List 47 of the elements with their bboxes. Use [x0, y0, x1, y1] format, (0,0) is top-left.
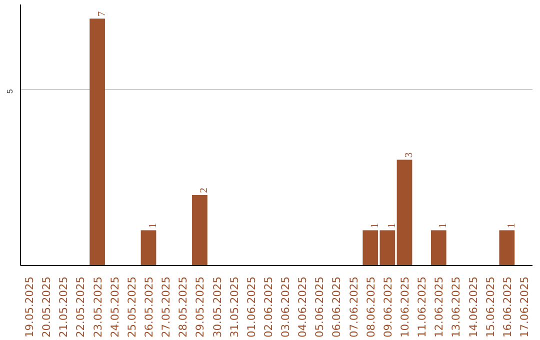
x-tick-label: 17.06.2025: [518, 276, 531, 338]
x-tick-label: 29.05.2025: [194, 276, 207, 338]
x-tick-label: 01.06.2025: [244, 276, 258, 338]
data-label: 1: [386, 222, 398, 228]
x-tick-label: 10.06.2025: [398, 276, 412, 338]
x-tick-label: 28.05.2025: [176, 276, 190, 338]
x-tick-label: 15.06.2025: [484, 276, 497, 338]
x-tick-label: 06.06.2025: [330, 276, 344, 338]
bar: [362, 230, 378, 266]
x-tick-label: 08.06.2025: [364, 276, 378, 338]
x-tick-label: 30.05.2025: [210, 276, 224, 338]
x-tick-label: 26.05.2025: [142, 276, 156, 338]
x-tick-label: 31.05.2025: [228, 276, 241, 338]
bar: [430, 230, 446, 266]
x-tick-label: 20.05.2025: [40, 276, 54, 338]
x-tick-label: 11.06.2025: [416, 276, 429, 338]
data-label: 1: [370, 222, 381, 228]
x-tick-label: 12.06.2025: [432, 276, 446, 338]
data-label: 1: [506, 222, 518, 228]
bar: [396, 160, 412, 266]
x-tick-label: 04.06.2025: [296, 276, 310, 338]
x-tick-label: 25.05.2025: [125, 276, 138, 338]
bar: [380, 230, 396, 266]
x-tick-label: 16.06.2025: [500, 276, 514, 338]
x-tick-label: 19.05.2025: [23, 276, 36, 338]
data-label: 1: [148, 222, 159, 228]
data-label: 1: [438, 222, 450, 228]
x-tick-label: 22.05.2025: [74, 276, 88, 338]
x-tick-label: 09.06.2025: [381, 276, 394, 338]
x-tick-label: 14.06.2025: [466, 276, 480, 338]
data-label: 2: [199, 188, 210, 193]
x-tick-label: 02.06.2025: [262, 276, 275, 338]
x-tick-label: 07.06.2025: [347, 276, 360, 338]
y-tick-label: 5: [6, 88, 14, 94]
x-tick-label: 23.05.2025: [91, 276, 104, 338]
x-tick-label: 05.06.2025: [313, 276, 326, 338]
bar: [140, 230, 156, 266]
bar: [90, 18, 105, 266]
bar: [192, 194, 208, 266]
bar: [499, 230, 515, 266]
data-label: 7: [96, 10, 108, 17]
x-tick-label: 27.05.2025: [160, 276, 173, 338]
x-tick-label: 21.05.2025: [57, 276, 70, 338]
x-tick-label: 24.05.2025: [108, 276, 122, 338]
x-tick-label: 13.06.2025: [450, 276, 463, 338]
x-tick-label: 03.06.2025: [279, 276, 292, 338]
data-label: 3: [404, 152, 415, 158]
